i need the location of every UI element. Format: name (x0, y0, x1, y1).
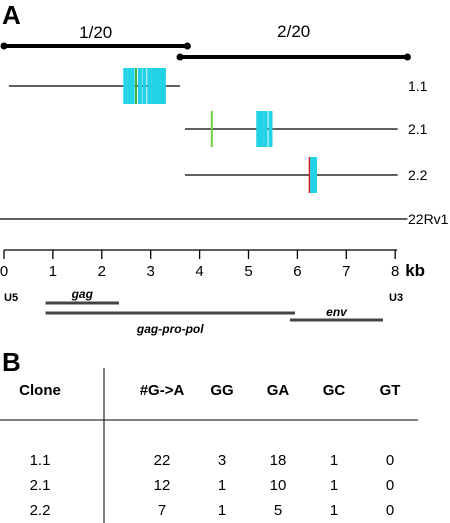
table-cell: 0 (386, 477, 394, 494)
table-cell: 5 (274, 502, 282, 519)
mutation-mark (142, 68, 147, 104)
table-cell: 2.2 (30, 502, 51, 519)
table-cell: 0 (386, 452, 394, 469)
table-cell: 0 (386, 502, 394, 519)
mutation-mark (263, 111, 268, 147)
mutation-mark (123, 68, 128, 104)
kb-axis: 0 1 2 3 4 5 6 7 8 kb (0, 249, 425, 280)
axis-unit-label: kb (405, 261, 425, 280)
table-cell: 1 (330, 452, 338, 469)
mutation-mark (147, 68, 152, 104)
axis-tick-label: 6 (293, 263, 301, 280)
mutation-mark (154, 68, 159, 104)
panel-b-label: B (2, 347, 21, 377)
table-cell: 3 (218, 452, 226, 469)
table-header-cell: GT (380, 382, 401, 399)
gene-label: gag-pro-pol (136, 322, 204, 336)
mutation-mark (268, 111, 273, 147)
table-header-cell: Clone (19, 382, 61, 399)
clone-label: 2.2 (408, 167, 428, 183)
segment-end-dot (403, 53, 411, 61)
table-cell: 10 (270, 477, 287, 494)
mutation-table: Clone #G->A GG GA GC GT1.1 22 3 18 1 02.1 12 1 10 1 02.… (0, 368, 418, 523)
gene-label: gag (71, 287, 94, 301)
mutation-mark (130, 68, 135, 104)
table-cell: 2.1 (30, 477, 51, 494)
segments-group: 1/20 2/20 (0, 22, 411, 61)
segment-end-dot (0, 42, 8, 50)
axis-tick-label: 5 (244, 263, 252, 280)
table-cell: 1.1 (30, 452, 51, 469)
axis-tick-label: 3 (147, 263, 155, 280)
table-header-cell: GC (323, 382, 346, 399)
mutation-mark (127, 68, 132, 104)
segment-label: 2/20 (277, 22, 310, 41)
u3-label: U3 (389, 292, 403, 304)
clones-group: 1.1 2.1 2.2 22Rv1 (0, 68, 449, 227)
mutation-mark (210, 111, 213, 147)
mutation-mark (313, 157, 318, 193)
mutation-mark (151, 68, 156, 104)
segment-end-dot (183, 42, 191, 50)
axis-tick-label: 2 (98, 263, 106, 280)
gene-label: env (326, 305, 348, 319)
axis-tick-label: 8 (391, 263, 399, 280)
table-cell: 1 (218, 477, 226, 494)
table-header-cell: GG (210, 382, 233, 399)
mutation-mark (158, 68, 163, 104)
table-header-cell: #G->A (140, 382, 185, 399)
clone-label: 22Rv1 (408, 211, 449, 227)
mutation-mark (135, 68, 138, 104)
table-cell: 1 (330, 502, 338, 519)
table-cell: 22 (154, 452, 171, 469)
mutation-mark (310, 157, 315, 193)
table-cell: 1 (218, 502, 226, 519)
clone-label: 2.1 (408, 121, 428, 137)
genes-group: gag gag-pro-pol env (45, 287, 383, 336)
clone-label: 1.1 (408, 78, 428, 94)
table-cell: 12 (154, 477, 171, 494)
segment-label: 1/20 (79, 23, 112, 42)
axis-tick-label: 7 (342, 263, 350, 280)
segment-end-dot (176, 53, 184, 61)
axis-tick-label: 1 (49, 263, 57, 280)
table-cell: 1 (330, 477, 338, 494)
panel-a-label: A (2, 0, 21, 30)
table-cell: 18 (270, 452, 287, 469)
axis-tick-label: 4 (195, 263, 203, 280)
mutation-mark (259, 111, 264, 147)
mutation-mark (161, 68, 166, 104)
table-header-cell: GA (267, 382, 290, 399)
mutation-mark (137, 68, 142, 104)
table-cell: 7 (158, 502, 166, 519)
mutation-mark (256, 111, 261, 147)
axis-tick-label: 0 (0, 263, 8, 280)
u5-label: U5 (4, 292, 18, 304)
mutation-mark (308, 157, 311, 193)
